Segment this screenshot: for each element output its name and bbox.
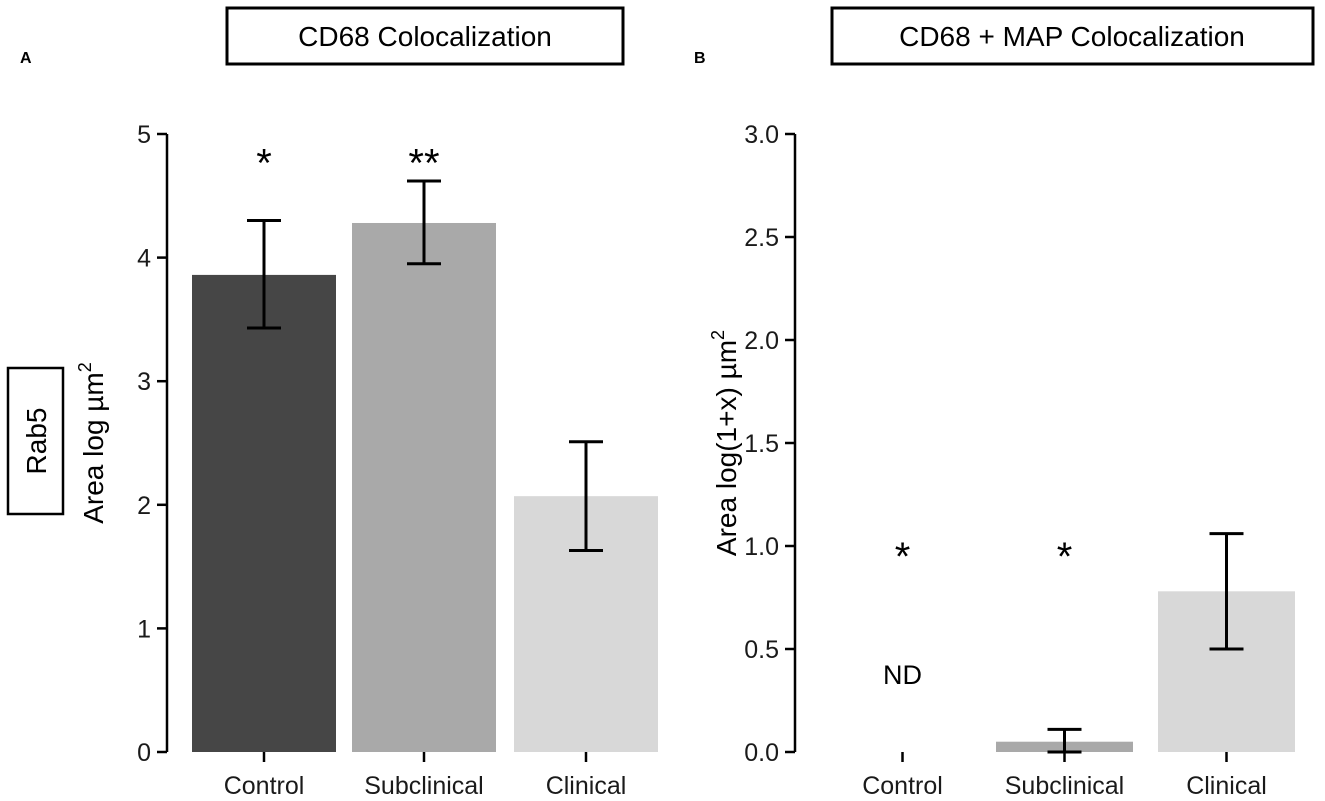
panel-b-title: CD68 + MAP Colocalization [899, 21, 1245, 52]
panel-a-errorbar-subclinical [407, 179, 441, 266]
panel-b-significance-control: * [895, 535, 911, 579]
panel-a-bar-subclinical [352, 222, 496, 752]
panel-b-errorbar-clinical [1209, 532, 1244, 651]
panel-a-letter: A [20, 50, 32, 67]
panel-b-xtick-label-subclinical: Subclinical [1005, 772, 1125, 800]
panel-b-ytick-label: 1.5 [744, 430, 779, 458]
panel-a-ytick-label: 2 [137, 492, 151, 520]
panel-a: A CD68 Colocalization Area log µm2 01234… [20, 6, 658, 800]
panel-b-ylabel: Area log(1+x) µm2 [708, 330, 742, 556]
panel-b-xtick-label-control: Control [862, 772, 943, 800]
panel-a-errorbar-clinical [569, 440, 603, 553]
panel-b-xtick-label-clinical: Clinical [1186, 772, 1267, 800]
panel-a-ytick-label: 3 [137, 368, 151, 396]
panel-a-ytick-label: 5 [137, 121, 151, 149]
panel-a-ylabel: Area log µm2 [75, 362, 109, 524]
panel-b-title-box [830, 6, 1315, 66]
panel-b-ytick-label: 3.0 [744, 121, 779, 149]
panel-b-ytick-label: 2.0 [744, 327, 779, 355]
panel-a-bar-control [192, 274, 336, 752]
panel-b-ytick-label: 1.0 [744, 533, 779, 561]
panel-a-significance-control: * [256, 142, 272, 186]
panel-a-title-box [225, 6, 625, 66]
panel-b: B CD68 + MAP Colocalization Area log(1+x… [694, 6, 1315, 800]
panel-b-nd-label: ND [883, 660, 922, 690]
panel-a-ytick-label: 1 [137, 615, 151, 643]
panel-b-significance-subclinical: * [1057, 535, 1073, 579]
panel-b-ylabel-sup: 2 [708, 330, 728, 340]
panel-b-ylabel-main: Area log(1+x) µm [711, 340, 742, 556]
panel-a-xtick-label-clinical: Clinical [546, 772, 627, 800]
panel-b-ytick-label: 0.0 [744, 739, 779, 767]
panel-b-plot: 0.0 0.5 1.0 1.5 2.0 2.5 3.0 Control Subclinical C… [744, 121, 1295, 800]
panel-a-xtick-label-control: Control [224, 772, 305, 800]
panel-a-title: CD68 Colocalization [298, 21, 552, 52]
row-label-text: Rab5 [21, 408, 52, 475]
panel-a-ylabel-main: Area log µm [78, 372, 109, 524]
panel-a-ylabel-sup: 2 [75, 362, 95, 372]
panel-a-xtick-label-subclinical: Subclinical [364, 772, 484, 800]
row-label: Rab5 [6, 366, 65, 516]
panel-a-ytick-label: 4 [137, 245, 151, 273]
panel-b-ytick-label: 0.5 [744, 636, 779, 664]
panel-b-letter: B [694, 50, 706, 67]
panel-a-errorbar-control [247, 219, 281, 330]
panel-a-significance-subclinical: ** [408, 142, 439, 186]
panel-b-ytick-label: 2.5 [744, 224, 779, 252]
panel-a-ytick-label: 0 [137, 739, 151, 767]
